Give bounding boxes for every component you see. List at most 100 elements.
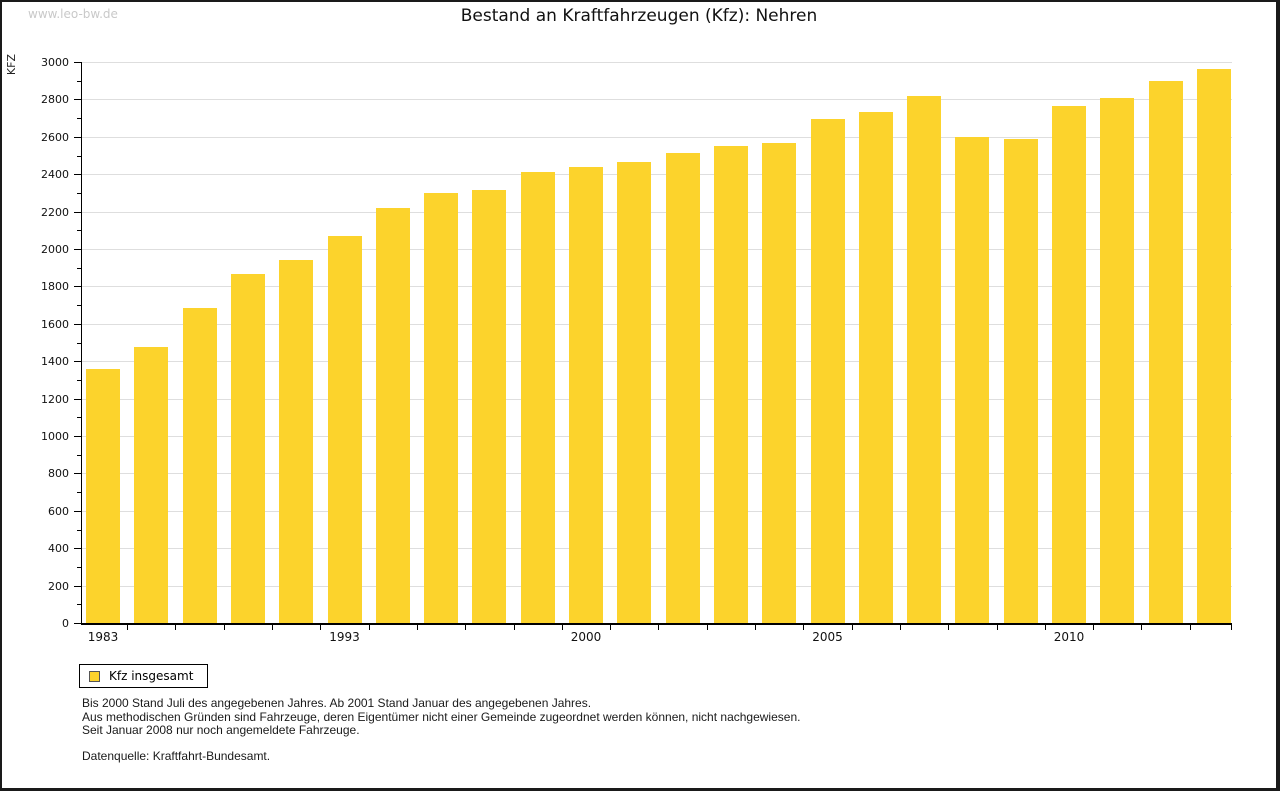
y-axis-title: KFZ [5,54,18,76]
gridline [82,323,1232,325]
x-tick-label: 1983 [87,630,119,644]
bar-1989 [230,274,265,623]
y-axis-major-tick [74,510,81,512]
bar-2013 [1196,69,1231,623]
page-title: Bestand an Kraftfahrzeugen (Kfz): Nehren [460,6,818,26]
data-source: Datenquelle: Kraftfahrt-Bundesamt. [82,749,271,764]
x-axis-tick [706,623,708,630]
x-axis-end-tick [1231,623,1232,630]
gridline [82,548,1232,550]
x-axis-tick [1093,623,1095,630]
y-tick-label: 1600 [41,317,69,331]
legend-swatch-kfz-insgesamt [89,670,100,682]
y-axis-major-tick [74,136,81,138]
legend-label: Kfz insgesamt [109,669,194,683]
y-tick-label: 1800 [41,280,69,294]
gridline [82,398,1232,400]
y-axis-major-tick [74,398,81,400]
y-axis-major-tick [74,286,81,288]
bar-2006 [858,112,893,623]
x-tick-label: 2010 [1053,630,1085,644]
y-axis-major-tick [74,361,81,363]
x-tick-label: 2000 [570,630,602,644]
y-axis-minor-tick [77,529,81,531]
y-axis-minor-tick [77,80,81,82]
y-tick-label: 200 [48,579,69,593]
y-axis-major-tick [74,249,81,250]
x-axis-tick [755,623,757,630]
y-tick-label: 400 [48,542,69,556]
gridline [82,510,1232,512]
y-axis-major-tick [74,323,81,325]
bar-2007 [907,96,942,623]
x-axis-tick [658,623,660,630]
y-axis-major-tick [74,585,81,587]
gridline [82,286,1232,288]
gridline [82,436,1232,437]
y-tick-label: 2000 [41,243,69,256]
bar-2008 [955,137,990,623]
y-tick-label: 1000 [41,430,69,443]
y-axis-minor-tick [77,454,81,456]
gridline [82,211,1232,213]
bar-1983 [86,369,120,623]
x-axis-tick [1044,623,1046,630]
footnote-line: Seit Januar 2008 nur noch angemeldete Fa… [82,723,360,738]
bar-2004 [762,143,797,623]
bar-1993 [327,236,362,623]
gridline [82,136,1232,138]
y-axis-major-tick [74,436,81,437]
x-axis-tick [948,623,950,630]
x-axis-tick [1189,623,1191,630]
y-tick-label: 2800 [41,93,69,107]
x-axis-tick [513,623,515,630]
x-axis-tick [803,623,805,630]
x-axis-tick [127,623,129,630]
y-tick-label: 1400 [41,355,69,369]
x-axis-tick [223,623,225,630]
y-axis-major-tick [74,174,81,176]
y-tick-label: 0 [62,617,69,630]
y-axis-minor-tick [77,417,81,419]
watermark: www.leo-bw.de [28,7,118,21]
footnote-line: Bis 2000 Stand Juli des angegebenen Jahr… [82,696,592,710]
y-axis-minor-tick [77,267,81,269]
bar-2009 [1003,139,1038,623]
bar-2002 [665,153,700,623]
y-axis-minor-tick [77,342,81,344]
y-axis-major-tick [74,99,81,101]
x-axis-tick [561,623,563,630]
y-tick-label: 3000 [41,56,69,69]
y-axis-major-tick [74,62,81,63]
bar-1995 [375,208,410,623]
gridline [82,473,1232,475]
y-tick-label: 800 [48,467,69,481]
y-axis-minor-tick [77,305,81,307]
bar-2012 [1148,81,1183,623]
legend: Kfz insgesamt [79,664,209,688]
x-tick-label: 2005 [812,630,843,644]
x-axis-tick [996,623,998,630]
x-axis-tick [465,623,467,630]
x-axis-tick [272,623,274,630]
y-axis-minor-tick [77,566,81,568]
bar-2003 [713,146,748,623]
y-axis-minor-tick [77,379,81,381]
bar-1991 [279,260,314,623]
x-axis-tick [1141,623,1143,630]
bar-2011 [1100,98,1135,623]
y-tick-label: 1200 [41,392,69,406]
x-axis-tick [175,623,177,630]
gridline [82,62,1232,63]
bar-1987 [182,308,217,623]
bar-1997 [424,193,459,623]
gridline [82,585,1232,587]
x-axis-tick [610,623,612,630]
y-axis-minor-tick [77,492,81,494]
gridline [82,174,1232,176]
y-tick-label: 2200 [41,205,69,219]
y-axis-major-tick [74,548,81,550]
x-axis-tick [416,623,418,630]
bar-1999 [520,172,555,623]
